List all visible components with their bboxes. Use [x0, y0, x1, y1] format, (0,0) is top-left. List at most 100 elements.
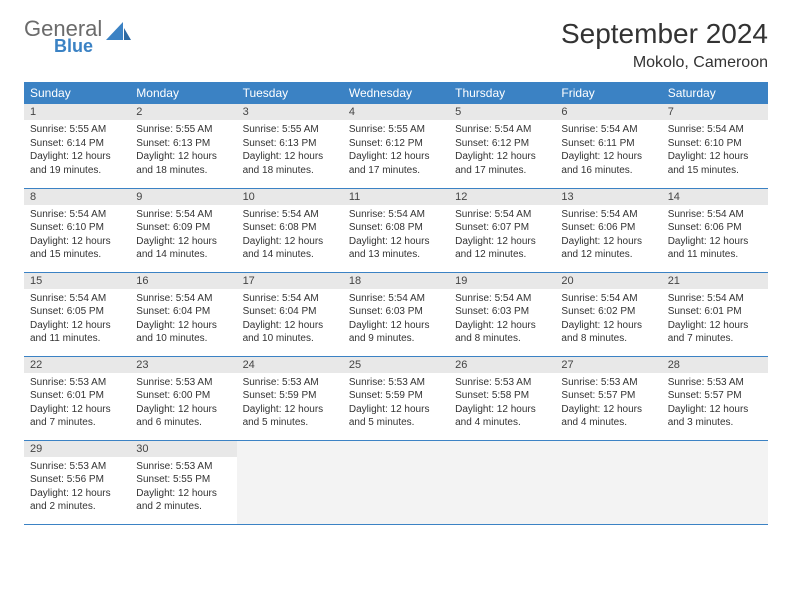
day-number: 29: [24, 441, 130, 457]
day-cell: [343, 440, 449, 524]
day-cell: 26Sunrise: 5:53 AMSunset: 5:58 PMDayligh…: [449, 356, 555, 440]
calendar-row: 22Sunrise: 5:53 AMSunset: 6:01 PMDayligh…: [24, 356, 768, 440]
day-number: 11: [343, 189, 449, 205]
day-cell: 2Sunrise: 5:55 AMSunset: 6:13 PMDaylight…: [130, 104, 236, 188]
day-number: 3: [237, 104, 343, 120]
weekday-header: Wednesday: [343, 82, 449, 104]
day-cell: [237, 440, 343, 524]
day-cell: 17Sunrise: 5:54 AMSunset: 6:04 PMDayligh…: [237, 272, 343, 356]
day-number: 5: [449, 104, 555, 120]
day-number: 2: [130, 104, 236, 120]
weekday-header: Sunday: [24, 82, 130, 104]
day-details: Sunrise: 5:54 AMSunset: 6:12 PMDaylight:…: [449, 120, 555, 181]
day-details: Sunrise: 5:54 AMSunset: 6:05 PMDaylight:…: [24, 289, 130, 350]
sail-icon: [106, 22, 132, 49]
title-block: September 2024 Mokolo, Cameroon: [561, 18, 768, 72]
day-number: 27: [555, 357, 661, 373]
day-details: Sunrise: 5:54 AMSunset: 6:02 PMDaylight:…: [555, 289, 661, 350]
day-details: Sunrise: 5:54 AMSunset: 6:09 PMDaylight:…: [130, 205, 236, 266]
day-cell: 29Sunrise: 5:53 AMSunset: 5:56 PMDayligh…: [24, 440, 130, 524]
weekday-header: Saturday: [662, 82, 768, 104]
day-details: Sunrise: 5:54 AMSunset: 6:10 PMDaylight:…: [24, 205, 130, 266]
day-cell: 13Sunrise: 5:54 AMSunset: 6:06 PMDayligh…: [555, 188, 661, 272]
day-cell: 4Sunrise: 5:55 AMSunset: 6:12 PMDaylight…: [343, 104, 449, 188]
day-number: 17: [237, 273, 343, 289]
day-cell: 12Sunrise: 5:54 AMSunset: 6:07 PMDayligh…: [449, 188, 555, 272]
day-number: 30: [130, 441, 236, 457]
day-details: Sunrise: 5:54 AMSunset: 6:10 PMDaylight:…: [662, 120, 768, 181]
day-cell: 7Sunrise: 5:54 AMSunset: 6:10 PMDaylight…: [662, 104, 768, 188]
day-cell: 11Sunrise: 5:54 AMSunset: 6:08 PMDayligh…: [343, 188, 449, 272]
day-details: Sunrise: 5:54 AMSunset: 6:08 PMDaylight:…: [343, 205, 449, 266]
day-cell: 15Sunrise: 5:54 AMSunset: 6:05 PMDayligh…: [24, 272, 130, 356]
day-number: 10: [237, 189, 343, 205]
calendar-table: Sunday Monday Tuesday Wednesday Thursday…: [24, 82, 768, 525]
day-details: Sunrise: 5:53 AMSunset: 5:59 PMDaylight:…: [343, 373, 449, 434]
day-details: Sunrise: 5:53 AMSunset: 5:56 PMDaylight:…: [24, 457, 130, 518]
day-cell: 28Sunrise: 5:53 AMSunset: 5:57 PMDayligh…: [662, 356, 768, 440]
day-cell: 22Sunrise: 5:53 AMSunset: 6:01 PMDayligh…: [24, 356, 130, 440]
day-details: Sunrise: 5:55 AMSunset: 6:12 PMDaylight:…: [343, 120, 449, 181]
logo: General Blue: [24, 18, 132, 55]
day-number: 16: [130, 273, 236, 289]
weekday-header: Thursday: [449, 82, 555, 104]
month-title: September 2024: [561, 18, 768, 50]
day-cell: [662, 440, 768, 524]
day-number: 8: [24, 189, 130, 205]
day-cell: [449, 440, 555, 524]
day-cell: 30Sunrise: 5:53 AMSunset: 5:55 PMDayligh…: [130, 440, 236, 524]
day-details: Sunrise: 5:53 AMSunset: 5:57 PMDaylight:…: [555, 373, 661, 434]
day-number: 7: [662, 104, 768, 120]
day-number: 15: [24, 273, 130, 289]
day-details: Sunrise: 5:54 AMSunset: 6:03 PMDaylight:…: [343, 289, 449, 350]
day-details: Sunrise: 5:54 AMSunset: 6:06 PMDaylight:…: [662, 205, 768, 266]
calendar-body: 1Sunrise: 5:55 AMSunset: 6:14 PMDaylight…: [24, 104, 768, 524]
logo-text: General Blue: [24, 18, 102, 55]
day-cell: 23Sunrise: 5:53 AMSunset: 6:00 PMDayligh…: [130, 356, 236, 440]
day-cell: 1Sunrise: 5:55 AMSunset: 6:14 PMDaylight…: [24, 104, 130, 188]
day-number: 14: [662, 189, 768, 205]
day-number: 1: [24, 104, 130, 120]
day-cell: 10Sunrise: 5:54 AMSunset: 6:08 PMDayligh…: [237, 188, 343, 272]
day-number: 26: [449, 357, 555, 373]
weekday-header: Monday: [130, 82, 236, 104]
day-number: 24: [237, 357, 343, 373]
day-details: Sunrise: 5:54 AMSunset: 6:08 PMDaylight:…: [237, 205, 343, 266]
day-cell: 18Sunrise: 5:54 AMSunset: 6:03 PMDayligh…: [343, 272, 449, 356]
header: General Blue September 2024 Mokolo, Came…: [24, 18, 768, 72]
calendar-row: 1Sunrise: 5:55 AMSunset: 6:14 PMDaylight…: [24, 104, 768, 188]
calendar-row: 15Sunrise: 5:54 AMSunset: 6:05 PMDayligh…: [24, 272, 768, 356]
day-cell: 9Sunrise: 5:54 AMSunset: 6:09 PMDaylight…: [130, 188, 236, 272]
day-details: Sunrise: 5:54 AMSunset: 6:04 PMDaylight:…: [130, 289, 236, 350]
day-details: Sunrise: 5:54 AMSunset: 6:04 PMDaylight:…: [237, 289, 343, 350]
day-number: 23: [130, 357, 236, 373]
day-number: 20: [555, 273, 661, 289]
day-number: 18: [343, 273, 449, 289]
location-label: Mokolo, Cameroon: [561, 54, 768, 72]
day-cell: 3Sunrise: 5:55 AMSunset: 6:13 PMDaylight…: [237, 104, 343, 188]
day-number: 13: [555, 189, 661, 205]
weekday-header: Friday: [555, 82, 661, 104]
day-cell: 24Sunrise: 5:53 AMSunset: 5:59 PMDayligh…: [237, 356, 343, 440]
day-cell: 6Sunrise: 5:54 AMSunset: 6:11 PMDaylight…: [555, 104, 661, 188]
day-cell: 19Sunrise: 5:54 AMSunset: 6:03 PMDayligh…: [449, 272, 555, 356]
day-details: Sunrise: 5:54 AMSunset: 6:06 PMDaylight:…: [555, 205, 661, 266]
day-details: Sunrise: 5:53 AMSunset: 5:57 PMDaylight:…: [662, 373, 768, 434]
day-cell: 8Sunrise: 5:54 AMSunset: 6:10 PMDaylight…: [24, 188, 130, 272]
day-details: Sunrise: 5:53 AMSunset: 5:59 PMDaylight:…: [237, 373, 343, 434]
day-details: Sunrise: 5:53 AMSunset: 5:58 PMDaylight:…: [449, 373, 555, 434]
day-number: 25: [343, 357, 449, 373]
day-details: Sunrise: 5:54 AMSunset: 6:11 PMDaylight:…: [555, 120, 661, 181]
day-number: 28: [662, 357, 768, 373]
day-number: 19: [449, 273, 555, 289]
day-cell: 5Sunrise: 5:54 AMSunset: 6:12 PMDaylight…: [449, 104, 555, 188]
calendar-page: General Blue September 2024 Mokolo, Came…: [0, 0, 792, 543]
day-details: Sunrise: 5:55 AMSunset: 6:13 PMDaylight:…: [130, 120, 236, 181]
day-details: Sunrise: 5:54 AMSunset: 6:07 PMDaylight:…: [449, 205, 555, 266]
day-cell: 21Sunrise: 5:54 AMSunset: 6:01 PMDayligh…: [662, 272, 768, 356]
calendar-row: 29Sunrise: 5:53 AMSunset: 5:56 PMDayligh…: [24, 440, 768, 524]
day-cell: 16Sunrise: 5:54 AMSunset: 6:04 PMDayligh…: [130, 272, 236, 356]
day-number: 9: [130, 189, 236, 205]
day-details: Sunrise: 5:53 AMSunset: 6:00 PMDaylight:…: [130, 373, 236, 434]
day-number: 6: [555, 104, 661, 120]
